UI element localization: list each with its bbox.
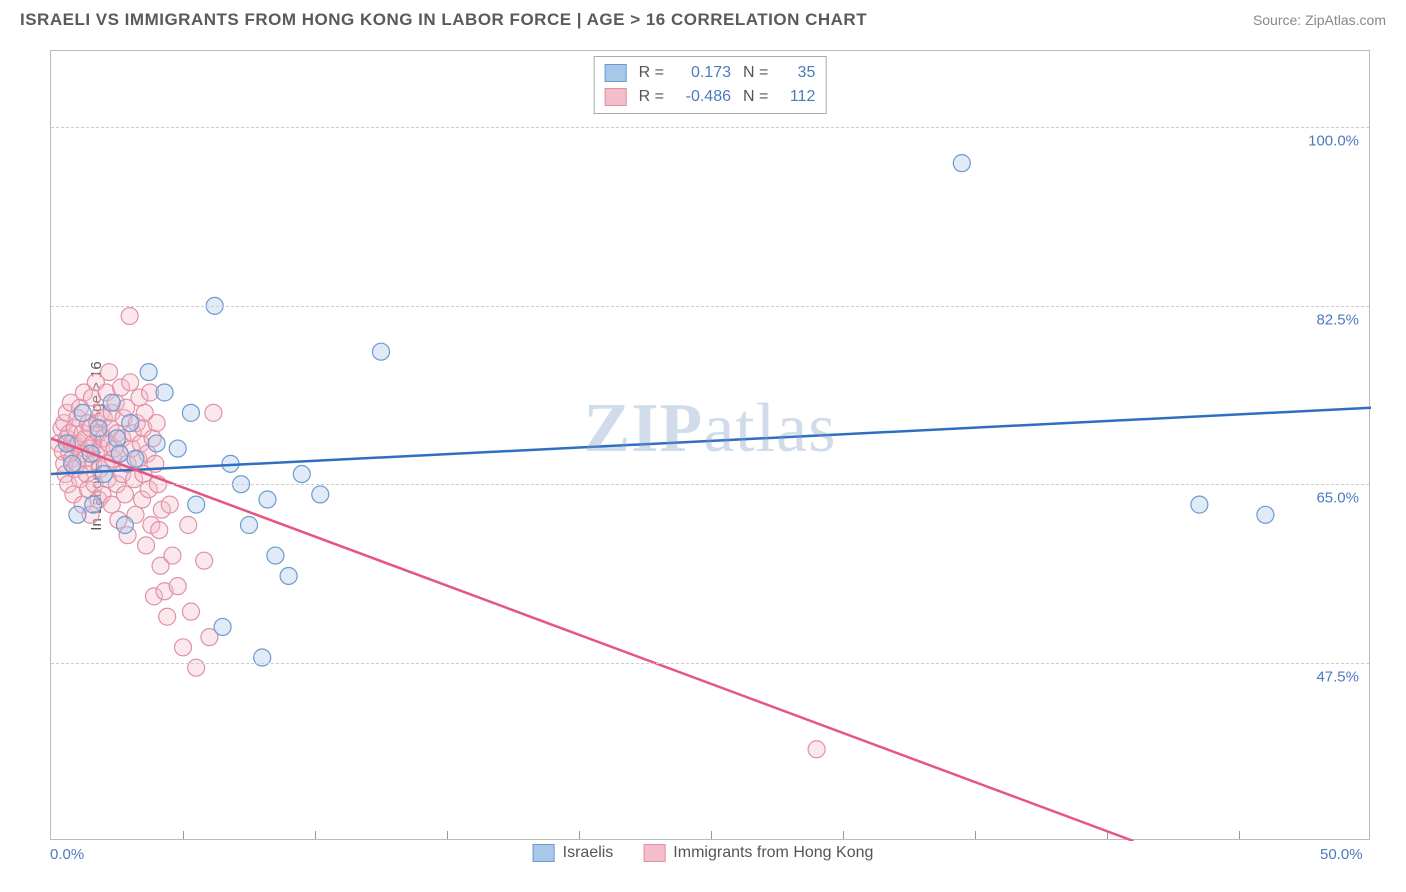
data-point [116,517,133,534]
data-point [95,466,112,483]
data-point [182,603,199,620]
stat-r-label: R = [639,61,664,85]
data-point [280,567,297,584]
data-point [156,384,173,401]
data-point [127,450,144,467]
y-tick-label: 65.0% [1316,490,1359,507]
legend-swatch [605,88,627,106]
x-tick [843,831,844,839]
x-tick [579,831,580,839]
data-point [151,522,168,539]
scatter-plot-svg [51,51,1371,841]
stat-n-label: N = [743,85,768,109]
stat-r-label: R = [639,85,664,109]
data-point [122,374,139,391]
legend-swatch [643,844,665,862]
series-legend: Israelis Immigrants from Hong Kong [533,844,874,862]
data-point [241,517,258,534]
data-point [64,455,81,472]
data-point [205,404,222,421]
legend-swatch [605,64,627,82]
data-point [101,364,118,381]
trend-line [51,408,1371,474]
legend-label: Israelis [563,844,614,862]
data-point [85,496,102,513]
data-point [188,496,205,513]
stats-legend-row: R = -0.486 N = 112 [605,85,816,109]
data-point [116,486,133,503]
data-point [90,420,107,437]
stat-r-value: 0.173 [676,61,731,85]
data-point [74,404,91,421]
data-point [148,415,165,432]
gridline [51,306,1369,307]
stat-r-value: -0.486 [676,85,731,109]
gridline [51,484,1369,485]
data-point [293,466,310,483]
data-point [182,404,199,421]
data-point [69,506,86,523]
data-point [111,445,128,462]
y-tick-label: 82.5% [1316,311,1359,328]
data-point [267,547,284,564]
data-point [122,415,139,432]
stat-n-value: 35 [780,61,815,85]
chart-title: ISRAELI VS IMMIGRANTS FROM HONG KONG IN … [20,10,867,30]
data-point [159,608,176,625]
legend-swatch [533,844,555,862]
stats-legend-row: R = 0.173 N = 35 [605,61,816,85]
y-tick-label: 47.5% [1316,668,1359,685]
data-point [169,440,186,457]
data-point [169,578,186,595]
stat-n-label: N = [743,61,768,85]
data-point [121,308,138,325]
data-point [373,343,390,360]
x-tick [183,831,184,839]
x-tick-label: 0.0% [50,846,84,863]
y-tick-label: 100.0% [1308,133,1359,150]
chart-header: ISRAELI VS IMMIGRANTS FROM HONG KONG IN … [0,0,1406,38]
gridline [51,663,1369,664]
stat-n-value: 112 [780,85,815,109]
data-point [196,552,213,569]
x-tick [315,831,316,839]
data-point [138,537,155,554]
data-point [103,394,120,411]
stats-legend: R = 0.173 N = 35 R = -0.486 N = 112 [594,56,827,114]
x-tick [975,831,976,839]
legend-item: Israelis [533,844,614,862]
gridline [51,127,1369,128]
x-tick [447,831,448,839]
data-point [312,486,329,503]
data-point [953,155,970,172]
data-point [1191,496,1208,513]
data-point [148,435,165,452]
data-point [175,639,192,656]
x-tick [1107,831,1108,839]
data-point [140,364,157,381]
chart-area: ZIPatlas R =0.173N =35R =-0.486N =112 47… [50,50,1370,840]
data-point [161,496,178,513]
x-tick [1239,831,1240,839]
data-point [808,741,825,758]
x-tick-label: 50.0% [1320,846,1363,863]
data-point [164,547,181,564]
x-tick [711,831,712,839]
data-point [1257,506,1274,523]
data-point [214,618,231,635]
data-point [180,517,197,534]
source-attribution: Source: ZipAtlas.com [1253,12,1386,28]
data-point [109,430,126,447]
legend-label: Immigrants from Hong Kong [673,844,873,862]
data-point [259,491,276,508]
legend-item: Immigrants from Hong Kong [643,844,873,862]
